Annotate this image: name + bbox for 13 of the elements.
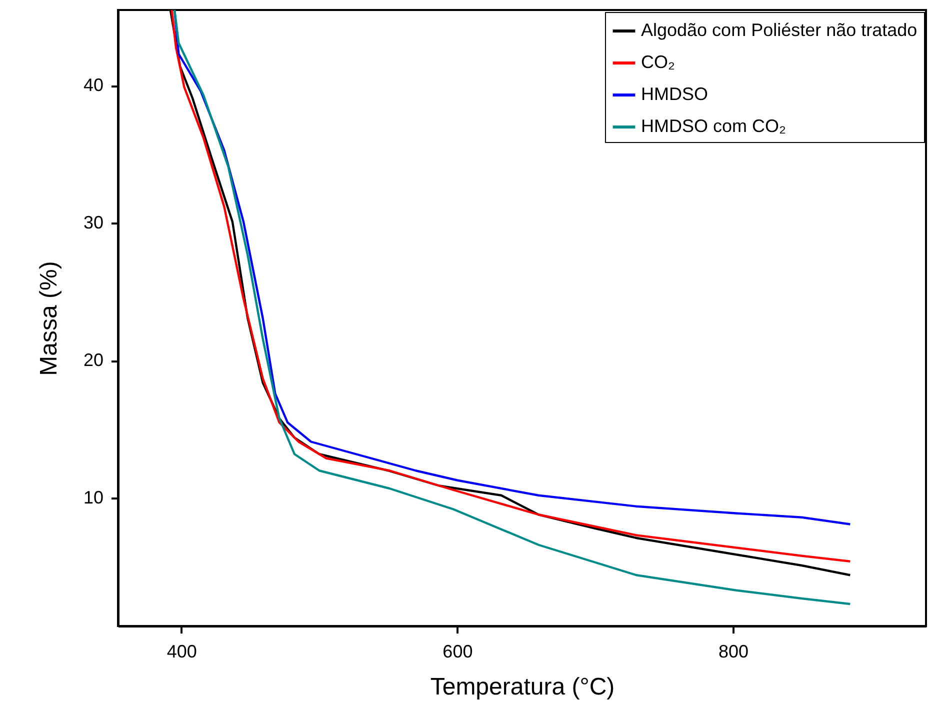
- y-tick-label: 30: [83, 212, 104, 233]
- legend-label: Algodão com Poliéster não tratado: [641, 20, 918, 40]
- y-axis-title: Massa (%): [35, 261, 62, 376]
- x-tick-label: 800: [718, 642, 748, 662]
- y-tick-label: 20: [83, 350, 104, 370]
- x-tick-label: 400: [166, 642, 197, 662]
- x-axis-title: Temperatura (°C): [430, 674, 615, 700]
- x-tick-label: 600: [442, 642, 473, 662]
- legend-label: HMDSO com CO₂: [641, 116, 786, 136]
- y-tick-label: 40: [83, 75, 104, 96]
- y-tick-label: 10: [83, 488, 104, 508]
- legend-label: CO₂: [641, 52, 675, 72]
- legend-label: HMDSO: [641, 84, 708, 104]
